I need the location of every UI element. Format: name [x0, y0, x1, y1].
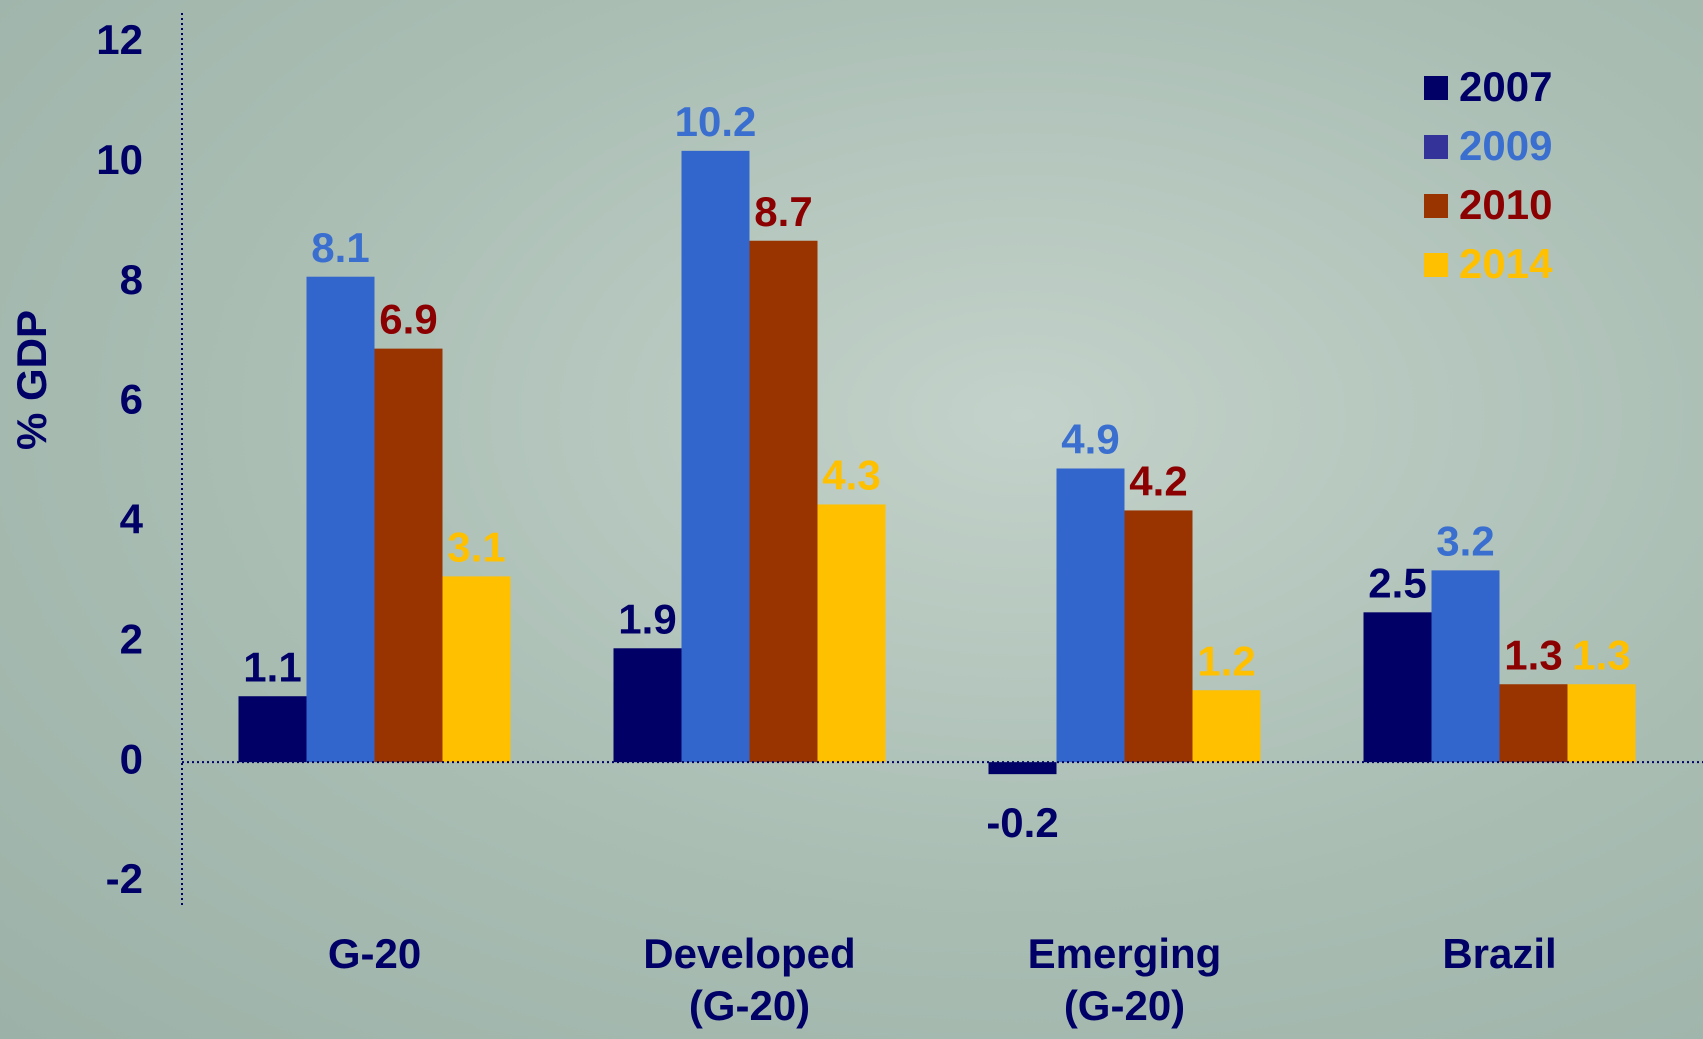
legend-label: 2009: [1459, 122, 1552, 169]
bar: [1124, 510, 1193, 763]
y-tick-label: 6: [120, 376, 143, 423]
y-tick-label: 8: [120, 256, 143, 303]
legend-label: 2010: [1459, 181, 1552, 228]
data-label: -0.2: [986, 799, 1058, 846]
x-tick-label: Brazil: [1442, 930, 1557, 977]
bar: [442, 576, 511, 763]
x-tick-label: Emerging (G-20): [1027, 930, 1222, 1029]
bar: [1192, 690, 1261, 763]
legend-label: 2007: [1459, 63, 1552, 110]
y-tick-label: 10: [96, 136, 143, 183]
x-tick-label: Developed (G-20): [643, 930, 856, 1029]
y-tick-label: 2: [120, 615, 143, 662]
y-tick-label: 12: [96, 16, 143, 63]
bar: [1363, 612, 1432, 763]
bar: [681, 150, 750, 763]
legend-swatch: [1424, 135, 1448, 159]
bar: [988, 762, 1057, 775]
data-label: 1.3: [1572, 631, 1630, 678]
data-label: 1.3: [1504, 631, 1562, 678]
bar: [1431, 570, 1500, 763]
bar: [1499, 684, 1568, 763]
data-label: 4.9: [1061, 416, 1119, 463]
bar: [749, 240, 818, 763]
data-label: 8.1: [311, 224, 369, 271]
data-label: 4.3: [822, 452, 880, 499]
x-tick-label: G-20: [327, 930, 422, 977]
y-tick-label: -2: [106, 855, 143, 902]
y-axis-title: % GDP: [8, 310, 55, 450]
data-label: 3.1: [447, 523, 505, 570]
bar: [238, 696, 307, 763]
data-label: 4.2: [1129, 458, 1187, 505]
bar: [817, 504, 886, 763]
data-label: 2.5: [1368, 559, 1426, 606]
data-label: 1.1: [243, 643, 301, 690]
legend-swatch: [1424, 76, 1448, 100]
legend-swatch: [1424, 253, 1448, 277]
data-label: 8.7: [754, 188, 812, 235]
legend-label: 2014: [1459, 240, 1553, 287]
data-label: 6.9: [379, 296, 437, 343]
bar: [613, 648, 682, 763]
y-tick-label: 4: [120, 496, 144, 543]
bar: [1056, 468, 1125, 763]
data-label: 10.2: [675, 98, 757, 145]
legend-swatch: [1424, 194, 1448, 218]
bar: [1567, 684, 1636, 763]
bar: [306, 276, 375, 763]
data-label: 1.2: [1197, 637, 1255, 684]
bar: [374, 348, 443, 763]
data-label: 3.2: [1436, 517, 1494, 564]
y-tick-label: 0: [120, 735, 143, 782]
data-label: 1.9: [618, 595, 676, 642]
